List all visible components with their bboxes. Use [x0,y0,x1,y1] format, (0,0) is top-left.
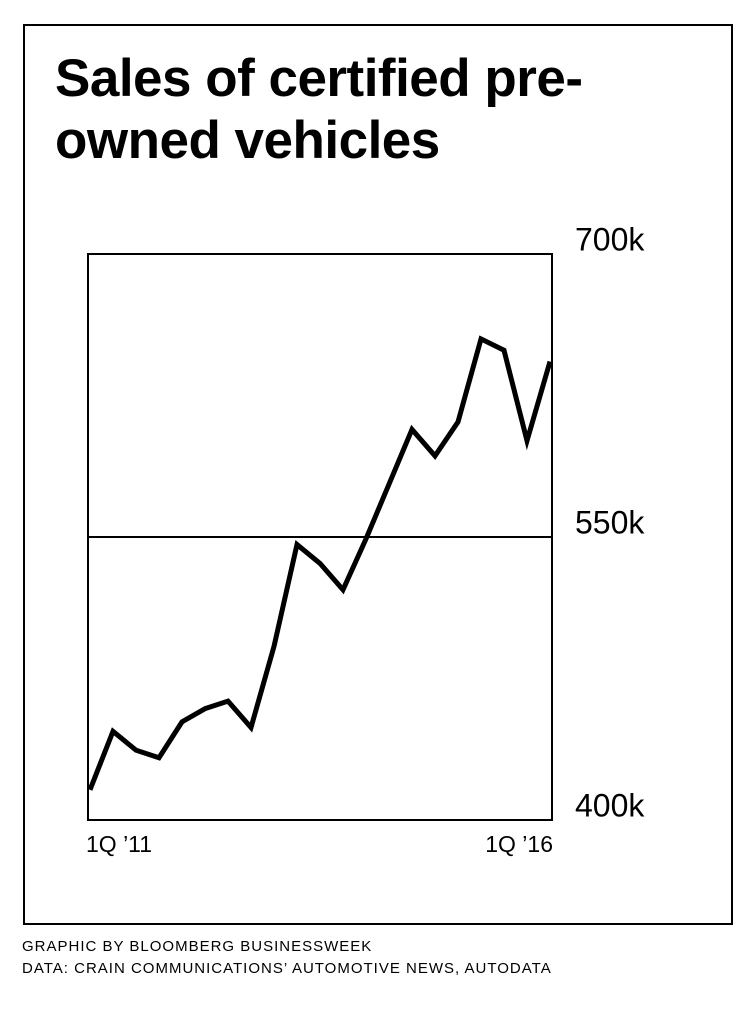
credit: GRAPHIC BY BLOOMBERG BUSINESSWEEK [22,938,372,955]
y-tick-label: 550k [575,504,645,540]
x-tick-label: 1Q ’11 [86,831,152,857]
y-tick-label: 400k [575,787,645,823]
chart-title: Sales of certified pre-owned vehicles [55,49,583,170]
data-line [87,335,553,791]
source: DATA: CRAIN COMMUNICATIONS’ AUTOMOTIVE N… [22,960,552,977]
y-tick-label: 700k [575,221,645,257]
x-tick-label: 1Q ’16 [485,831,553,857]
frame [23,24,733,925]
